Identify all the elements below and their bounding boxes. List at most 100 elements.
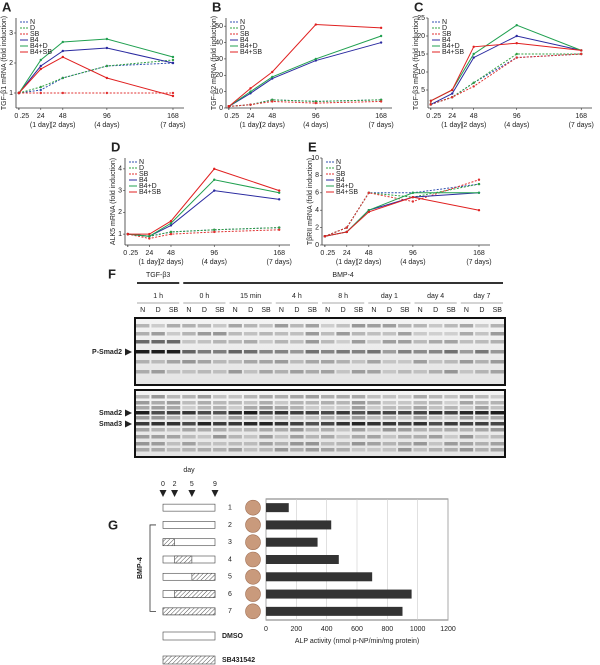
blot-band [228, 340, 242, 344]
blot-band [398, 406, 412, 410]
point [277, 189, 281, 192]
blot-band [428, 360, 443, 364]
blot-band [413, 360, 427, 364]
point [213, 228, 216, 231]
blot-band [490, 401, 504, 405]
blot-band [290, 401, 304, 405]
blot-band [274, 332, 289, 336]
y-tick-label: 10 [417, 69, 425, 76]
blot-band [259, 422, 273, 426]
lane-label: N [279, 307, 284, 314]
blot-band [243, 324, 258, 328]
sb-segment [174, 590, 216, 598]
x-tick-label: 96 [513, 113, 521, 120]
blot-band [243, 360, 258, 364]
blot-band [459, 370, 474, 374]
blot-band [382, 340, 397, 344]
blot-band [274, 401, 289, 405]
blot-band [166, 416, 181, 420]
blot-band [243, 350, 258, 354]
blot-band [490, 406, 504, 410]
series-line [127, 227, 280, 237]
category-label: 2 [228, 522, 232, 529]
blot-band [136, 401, 150, 405]
point [472, 85, 475, 88]
legend-label: B4+D [336, 183, 354, 190]
day-label: 5 [190, 481, 194, 488]
point [450, 88, 454, 92]
bar [266, 572, 373, 582]
blot-band [166, 435, 181, 439]
blot-band [490, 324, 504, 328]
blot-band [413, 340, 427, 344]
blot-band [305, 324, 319, 328]
blot-band [305, 360, 319, 364]
blot-band [428, 350, 443, 354]
blot-band [382, 448, 397, 452]
blot-band [151, 401, 165, 405]
blot-band [321, 395, 335, 399]
y-axis-label: TGF-β2 mRNA (fold induction) [211, 16, 218, 110]
blot-band [151, 370, 165, 374]
point [39, 64, 42, 68]
blot-band [166, 422, 181, 426]
blot-band [151, 332, 165, 336]
schedule-title: day [183, 467, 195, 474]
blot-band [444, 422, 458, 426]
point [277, 198, 281, 201]
blot-band [475, 416, 489, 420]
point [61, 49, 65, 53]
blot-band [490, 340, 504, 344]
blot-band [197, 416, 212, 420]
blot-band [367, 428, 381, 432]
blot-band [305, 401, 319, 405]
blot-band [382, 442, 397, 446]
treatment-bar [162, 503, 216, 512]
blot-band [413, 422, 427, 426]
blot-band [398, 416, 412, 420]
x-tick-note: (2 days) [50, 122, 75, 129]
blot-band [428, 406, 443, 410]
blot-band [243, 411, 258, 415]
blot-band [428, 340, 443, 344]
x-tick-label: .25 [325, 250, 335, 257]
blot-band [398, 401, 412, 405]
y-tick-label: 40 [215, 39, 223, 46]
blot-band [351, 435, 366, 439]
legend-label: B4+D [442, 43, 460, 50]
blot-band [428, 428, 443, 432]
blot-band [166, 370, 181, 374]
x-tick-label: 1000 [410, 626, 426, 633]
blot-band [490, 435, 504, 439]
blot-band [459, 395, 474, 399]
blot-band [151, 350, 165, 354]
group-label: BMP-4 [332, 272, 354, 279]
bar [266, 589, 412, 599]
blot-band [166, 442, 181, 446]
x-tick-note: (2 days) [461, 122, 486, 129]
group-bracket [149, 524, 156, 612]
blot-band [398, 411, 412, 415]
category-label: 4 [228, 556, 232, 563]
point [429, 99, 433, 103]
point [379, 41, 383, 44]
blot-band [351, 422, 366, 426]
blot-band [321, 442, 335, 446]
blot-band [197, 324, 212, 328]
blot-band [228, 422, 242, 426]
legend-label: B4 [336, 177, 345, 184]
point [39, 67, 42, 71]
blot-band [382, 350, 397, 354]
blot-band [336, 448, 350, 452]
y-tick-label: 2 [315, 224, 319, 231]
blot-band [382, 435, 397, 439]
y-axis-label: TGF-β3 mRNA (fold induction) [413, 16, 420, 110]
lane-label: SB [261, 307, 271, 314]
blot-band [182, 435, 196, 439]
well [245, 568, 261, 585]
point [277, 191, 281, 194]
legend-label: N [139, 159, 144, 166]
blot-band [166, 395, 181, 399]
point [171, 55, 175, 59]
blot-band [182, 332, 196, 336]
